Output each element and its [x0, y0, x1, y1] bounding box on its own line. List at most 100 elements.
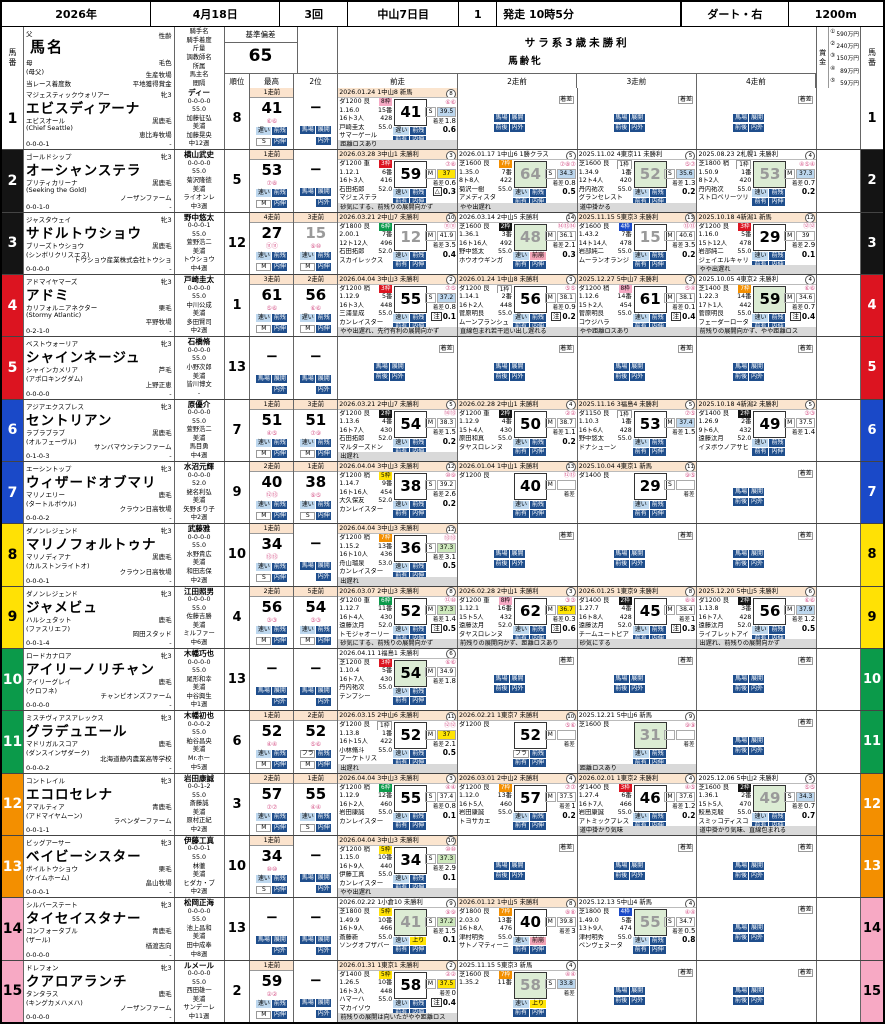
style-tags: 前有内伸: [512, 759, 547, 768]
corner-positions: ⑭⑬⑭: [557, 223, 576, 231]
horse-identity-cell: アドマイヤマーズ 牝3 アドミ カリフォルニアネクター 栗毛 (Stormy A…: [23, 274, 175, 337]
jockey-name: 伊藤工真: [184, 835, 215, 845]
tag-chip: 馬場: [613, 363, 629, 372]
gate-number: 4番: [501, 418, 512, 426]
second-score-value: −: [309, 534, 323, 553]
tag-chip: 馬場: [300, 188, 316, 197]
horse-identity-cell: コントレイル 牝3 エコロセレナ アマルティア 青鹿毛 (アドマイヤムーン) ラ…: [23, 773, 175, 835]
race-time: 1.34.9: [578, 168, 599, 176]
surface-distance: ダ1200 重: [339, 160, 370, 168]
race-record: 0-0-0-0: [25, 264, 50, 273]
tag-chip: 前有: [512, 447, 529, 456]
tag-chip: 内伸: [649, 447, 666, 456]
tag-chip: 速い: [512, 999, 529, 1008]
field-popularity: 16ト9人: [339, 862, 364, 870]
tag-chip: 前残: [316, 812, 332, 821]
finish-position: 2: [445, 961, 456, 970]
style-tags: M 内伸: [250, 511, 293, 522]
carried-weight: 52.0: [192, 480, 207, 488]
figure-diff: 0.2: [801, 187, 816, 197]
race-date: 4月18日: [151, 2, 281, 26]
jockey-cell: 木幡巧也 0-0-0-0 55.0 尾形和幸 美浦 中谷興生 中1週: [174, 648, 225, 711]
prize-row: ④ 89万円: [830, 65, 860, 75]
pace-letter: M: [424, 231, 436, 242]
track-tags: 馬場 展開: [733, 550, 765, 559]
tag-chip: 速い: [512, 189, 529, 198]
race-date-line: 2026.03.21 2中山7 未勝利 10: [338, 212, 457, 223]
pace-tags: 速い 前残: [512, 438, 547, 447]
race-date-text: 2026.02.21 1東京7 未勝利: [458, 712, 539, 720]
corner-positions: ⑦⑨: [310, 429, 322, 437]
tag-chip: 着差: [798, 345, 814, 354]
coat-color: 黒鹿毛: [152, 553, 172, 562]
track-type: ダート・右: [682, 2, 789, 26]
tag-chip: 馬場: [733, 861, 749, 870]
tag-chip: 内伸: [316, 511, 332, 520]
tag-chip: 着差: [558, 345, 574, 354]
margin-label: 着差: [798, 906, 814, 915]
race-interval: 中2週: [190, 327, 208, 335]
finish-position: 5: [685, 150, 696, 160]
tag-chip: 展開: [749, 487, 765, 496]
margin-value: 1.2: [804, 615, 816, 624]
figure-diff: 0.5: [562, 187, 576, 197]
race-time: 2.03.0: [458, 916, 480, 924]
mini-race-label: 2走前: [250, 461, 294, 472]
horse-number: 2: [7, 172, 18, 189]
tag-chip: 内伸: [410, 572, 427, 581]
margin-value: 0.9: [564, 303, 576, 312]
horse-number-cell-right: 1: [861, 88, 883, 150]
last-3f-time: 37.2: [436, 293, 456, 304]
surface-distance: ダ1200 稍: [339, 845, 370, 853]
race-detail: ダ1400 良 2枠 1.26.9 2番 9ト6人 432 遠藤汰月 52.0 イヌボウ…: [697, 409, 816, 456]
stable-region: 美浦: [192, 684, 206, 692]
best-score-cell: 3走前 61 ⑤⑥ 速い 前残 M 内伸: [250, 274, 295, 337]
past-jockey: 遠藤汰月: [698, 435, 724, 443]
owner-name: 馬目勇: [189, 443, 209, 451]
tag-chip: フラ: [512, 750, 529, 759]
race-date-text: 2025.10.18 4新潟2 未勝利: [698, 400, 779, 408]
tag-chip-empty: [300, 947, 316, 956]
horse-table-body: 1 マジェスティックウォリアー 牝3 エビスディアーナ エビスオール 黒鹿毛 (…: [2, 88, 883, 1022]
horse-number-cell-right: 5: [861, 337, 883, 399]
race-time: 1.36.1: [698, 792, 719, 800]
tag-chip-empty: [300, 386, 316, 395]
note-mark: △: [432, 187, 442, 197]
tag-chip: 前有: [752, 634, 769, 643]
horse-row: 8 ダノンレジェンド 牝3 マリノフォルトゥナ マリノディアナ 黒鹿毛 (カルス…: [2, 524, 883, 587]
tag-chip: 遅い: [300, 313, 316, 322]
race-record: 0-0-0-0: [25, 701, 50, 710]
past-race-2-empty: 着差 馬場 展開 前後 内外: [457, 524, 578, 586]
tag-chip: 内伸: [769, 260, 786, 269]
pace-letter: M: [424, 729, 436, 740]
pace-tags: 速い 前残: [250, 438, 293, 449]
earnings: -: [169, 701, 172, 710]
corner-positions: ⑫⑬: [265, 491, 278, 499]
race-comment: 前残りの展開は向いたがやや距離ロス: [338, 1012, 457, 1022]
tag-chip: 内伸: [649, 509, 666, 518]
race-detail: ダ1150 良 1枠 1.10.3 1番 16ト6人 428 野中悠太 55.0 ドナシ…: [578, 409, 697, 456]
damsire-name: (タートルボウル): [25, 499, 77, 508]
owner-name: ヒダカ・ブ: [183, 879, 215, 887]
past-race-4: 2025.10.18 4新潟1 新馬 12 ダ1200 良 3枠 1.16.0 5番…: [697, 212, 818, 274]
speed-figure: 12: [394, 223, 428, 251]
margin-label: 着差: [552, 305, 564, 312]
speed-figure: 52: [633, 161, 667, 189]
horse-weight: 478: [619, 239, 632, 247]
pace-tags: 速い 前残: [393, 812, 427, 821]
tag-chip: 展開: [629, 674, 645, 683]
tag-chip: 前後: [733, 497, 749, 506]
race-interval: 中12週: [188, 140, 210, 148]
figure-diff: 0.2: [562, 311, 576, 321]
horse-name: ジャメビュ: [25, 599, 98, 616]
race-record: 0-0-1-4: [25, 638, 50, 647]
coat-color: 青鹿毛: [152, 802, 172, 811]
field-popularity: 16ト16人: [458, 239, 488, 247]
finish-position: 4: [565, 400, 576, 409]
earnings: -: [169, 264, 172, 273]
sex-age: 牝3: [160, 963, 172, 972]
tag-chip: 速い: [512, 438, 529, 447]
jockey-name: 原優介: [187, 399, 211, 409]
corner-positions: ⑥⑥: [310, 304, 322, 312]
